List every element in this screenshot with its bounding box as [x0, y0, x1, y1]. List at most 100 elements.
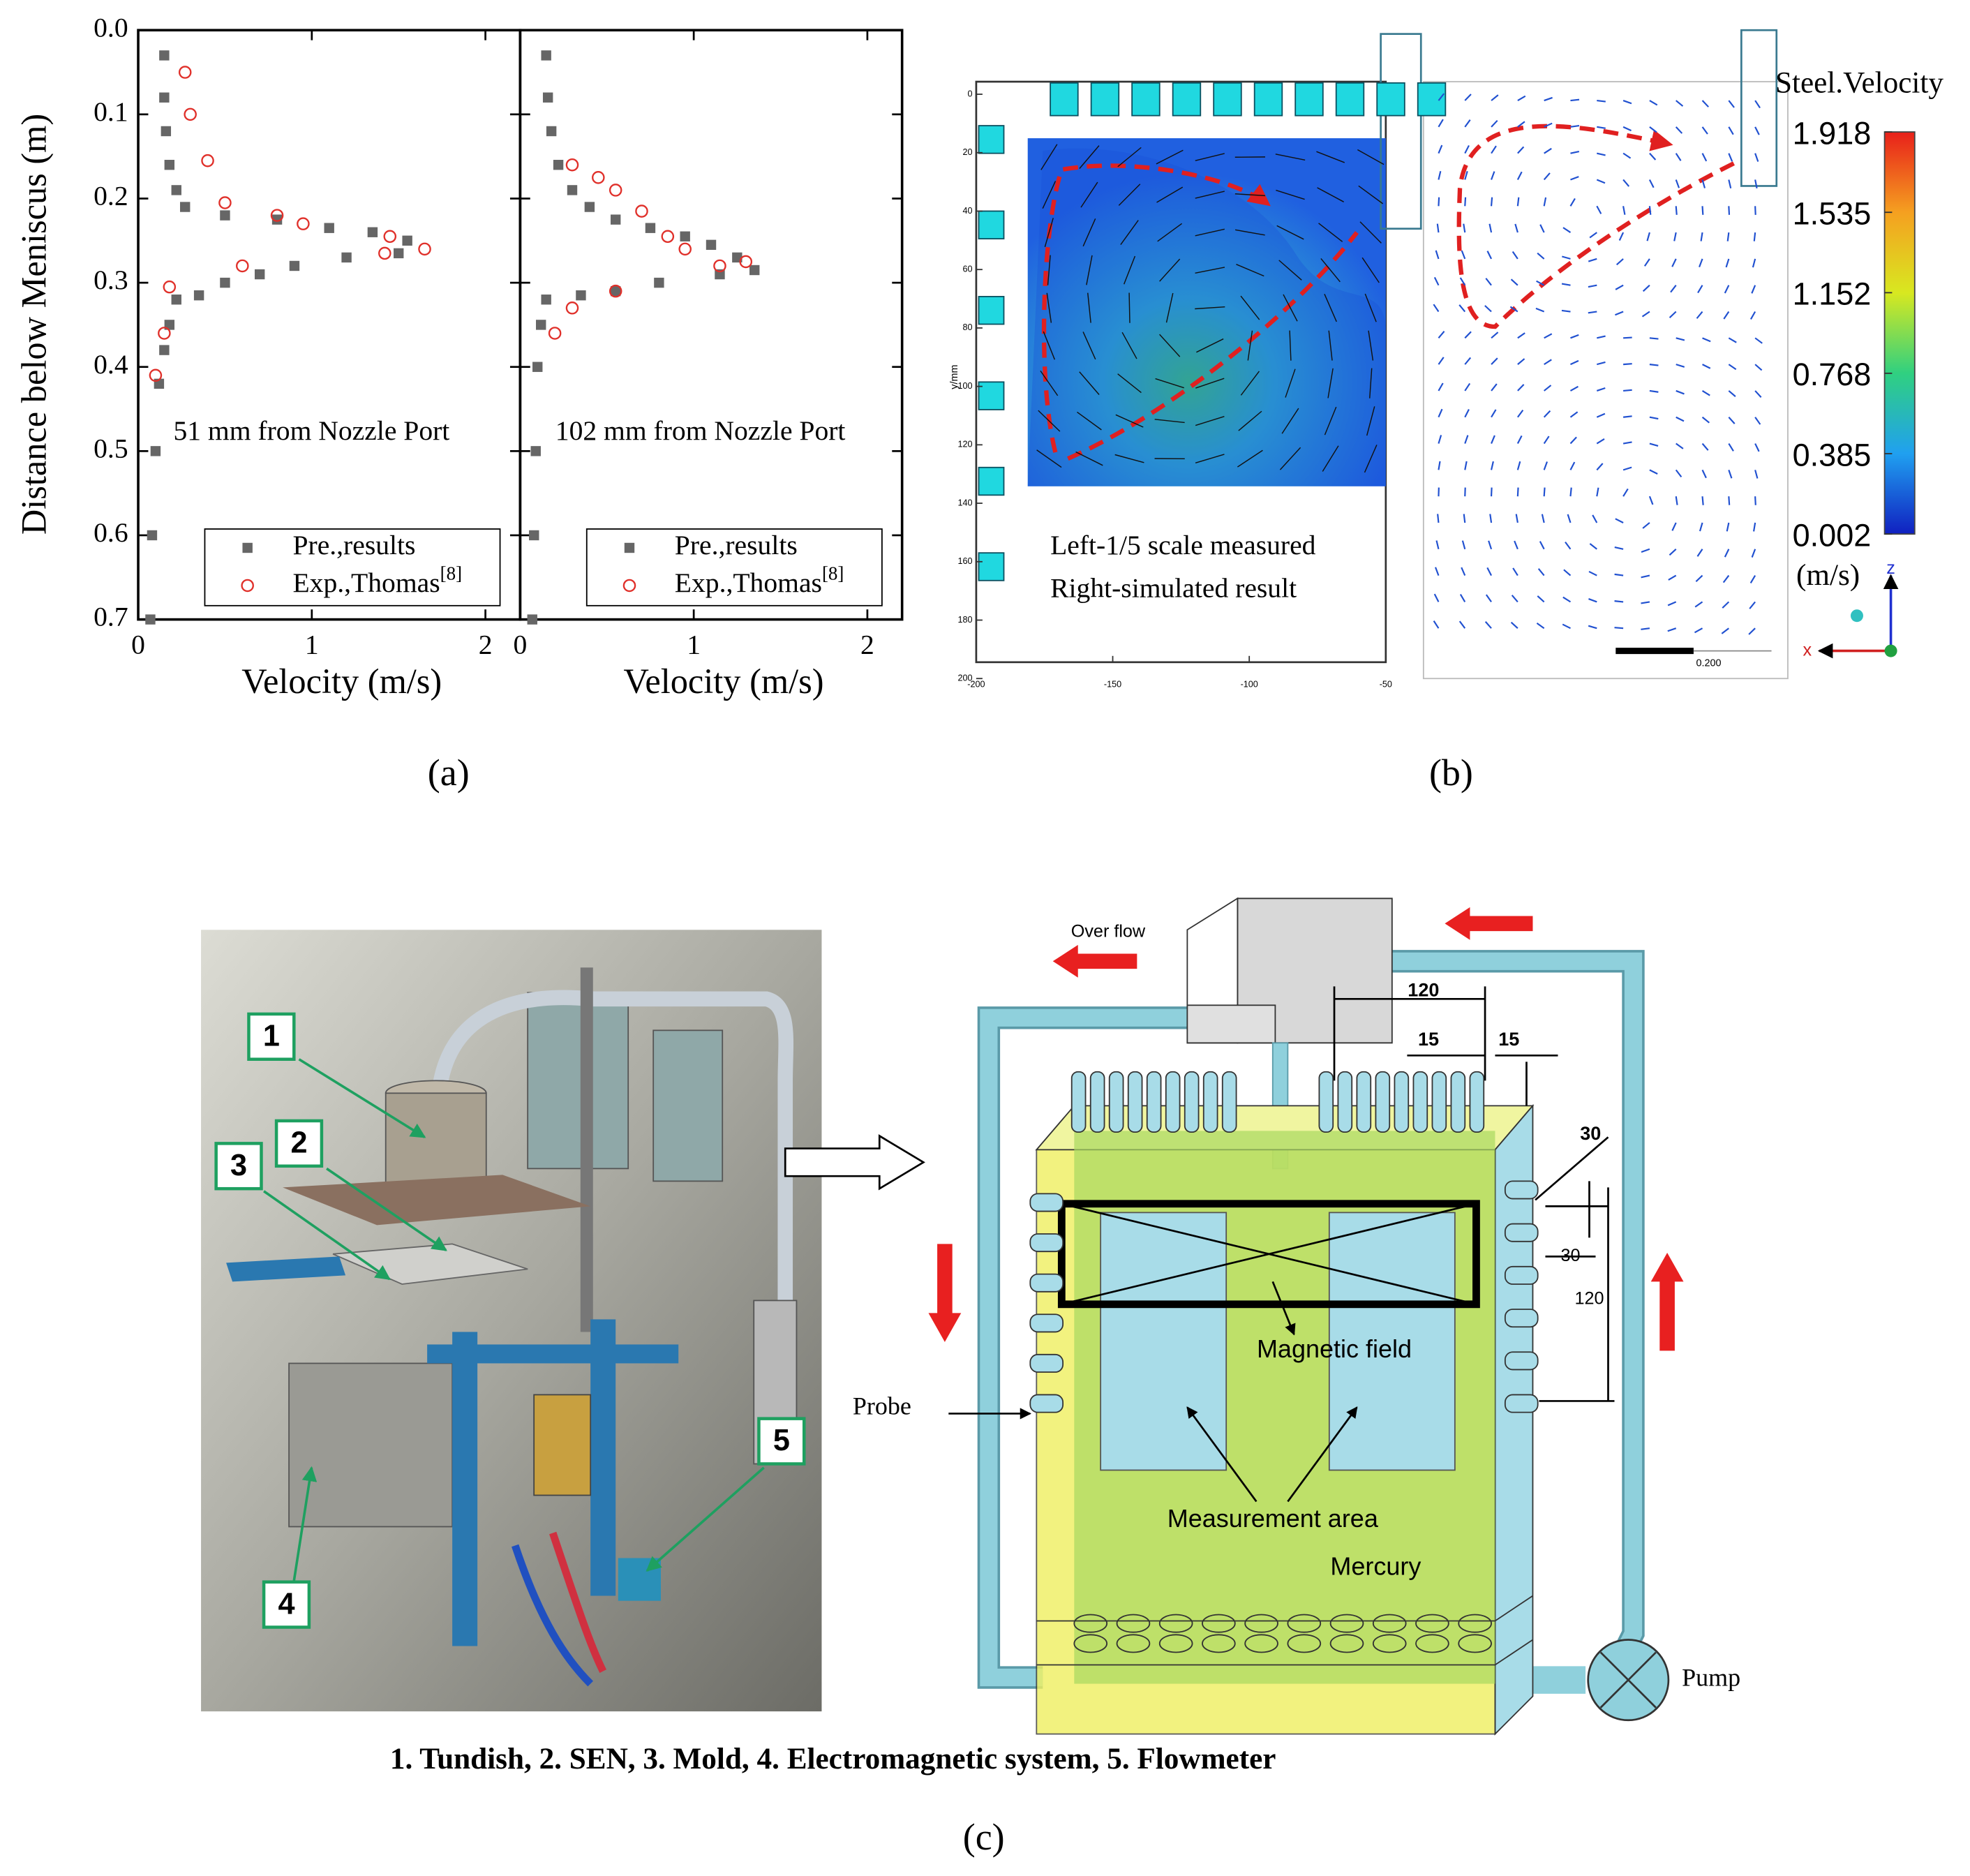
magnet-block — [1172, 82, 1202, 117]
vector — [1754, 496, 1756, 505]
vector — [1541, 514, 1545, 523]
flow-arrow — [1650, 1252, 1684, 1351]
vector — [1562, 623, 1571, 630]
vector — [1117, 373, 1142, 394]
axis-name: z — [1886, 558, 1895, 578]
electrode — [1375, 1071, 1391, 1133]
bottom-hole — [1458, 1614, 1492, 1633]
x-tick-label: 2 — [860, 629, 874, 660]
vector — [1642, 522, 1650, 529]
vector — [1464, 357, 1472, 365]
vector — [1463, 514, 1466, 523]
magnetic-field — [1061, 1203, 1477, 1306]
label: Pump — [1682, 1663, 1740, 1691]
vector — [1569, 487, 1572, 497]
vector — [1435, 540, 1440, 550]
vector — [1044, 218, 1054, 248]
magnet-block — [1131, 82, 1161, 117]
vector — [1676, 389, 1685, 395]
vector — [1438, 382, 1444, 392]
dimension-label: 30 — [1560, 1246, 1580, 1265]
legend-ref: [8] — [822, 563, 844, 584]
vector — [1491, 332, 1499, 339]
vector — [1562, 255, 1571, 260]
vector — [1543, 197, 1547, 207]
point — [584, 202, 595, 212]
vector — [1539, 224, 1545, 233]
vector — [1157, 223, 1183, 242]
vector — [1322, 445, 1339, 472]
point — [529, 530, 539, 541]
vector — [1622, 488, 1629, 497]
vector — [1438, 197, 1440, 207]
vector — [1562, 596, 1572, 603]
vector — [1121, 332, 1137, 359]
point — [394, 248, 404, 259]
panel-c: 1 2 3 4 5 — [201, 930, 925, 1712]
legend-marker — [624, 542, 635, 553]
colorbar-label: 0.768 — [1793, 357, 1872, 392]
photo-beam — [226, 1256, 346, 1282]
y-tick-label: 0.4 — [94, 349, 128, 380]
vector — [1700, 232, 1703, 241]
vector — [1516, 409, 1524, 418]
vector — [1237, 449, 1263, 468]
bottom-hole — [1202, 1614, 1236, 1633]
vector — [1754, 337, 1763, 344]
measurement-area — [1328, 1212, 1456, 1471]
point — [163, 280, 177, 294]
axis-label: y/mm — [949, 365, 960, 389]
point — [149, 368, 163, 382]
vector — [1589, 232, 1597, 239]
vector — [1118, 184, 1141, 206]
dimension-label: 15 — [1498, 1029, 1519, 1050]
vector — [1510, 278, 1518, 286]
axis-origin — [1884, 644, 1897, 657]
vector — [1458, 620, 1466, 629]
tundish — [1186, 1004, 1276, 1044]
vector — [1120, 220, 1139, 246]
bottom-hole — [1458, 1634, 1492, 1653]
label: Over flow — [1071, 922, 1146, 941]
electrode — [1070, 1071, 1087, 1133]
vector — [1675, 496, 1678, 505]
vector — [1543, 385, 1552, 392]
measurement-area — [1100, 1212, 1227, 1471]
vector — [1570, 334, 1579, 339]
vector — [1614, 546, 1624, 550]
vector — [1461, 567, 1466, 576]
vector — [1615, 258, 1624, 266]
point — [254, 269, 265, 280]
vector — [1488, 223, 1493, 233]
vector — [1544, 96, 1553, 102]
vector — [1369, 368, 1373, 399]
tick-label: 40 — [962, 206, 972, 216]
vector — [1459, 593, 1466, 602]
vector — [1724, 285, 1730, 294]
point — [706, 239, 717, 251]
colorbar-label: 0.002 — [1793, 517, 1872, 553]
annotation: 51 mm from Nozzle Port — [173, 415, 449, 446]
vector — [1491, 461, 1494, 470]
colorbar-unit: (m/s) — [1796, 559, 1860, 592]
vector — [1512, 567, 1518, 576]
vector — [1195, 416, 1225, 426]
vector — [1754, 153, 1759, 162]
vector — [1754, 443, 1760, 452]
vector — [1117, 147, 1142, 168]
legend-label: Pre.,results — [292, 530, 415, 560]
diagram — [928, 897, 1684, 1736]
y-tick-label: 0.5 — [94, 433, 128, 463]
y-tick-label: 0.3 — [94, 265, 128, 295]
point — [592, 171, 605, 184]
colorbar — [1883, 131, 1916, 535]
vector — [1622, 152, 1632, 159]
vector — [1324, 406, 1337, 436]
bottom-hole — [1073, 1634, 1108, 1653]
electrode — [1184, 1071, 1200, 1133]
vector — [1276, 225, 1304, 240]
contour-band — [1027, 148, 1386, 486]
vector — [1614, 600, 1624, 603]
flow-arrow — [1445, 907, 1533, 940]
